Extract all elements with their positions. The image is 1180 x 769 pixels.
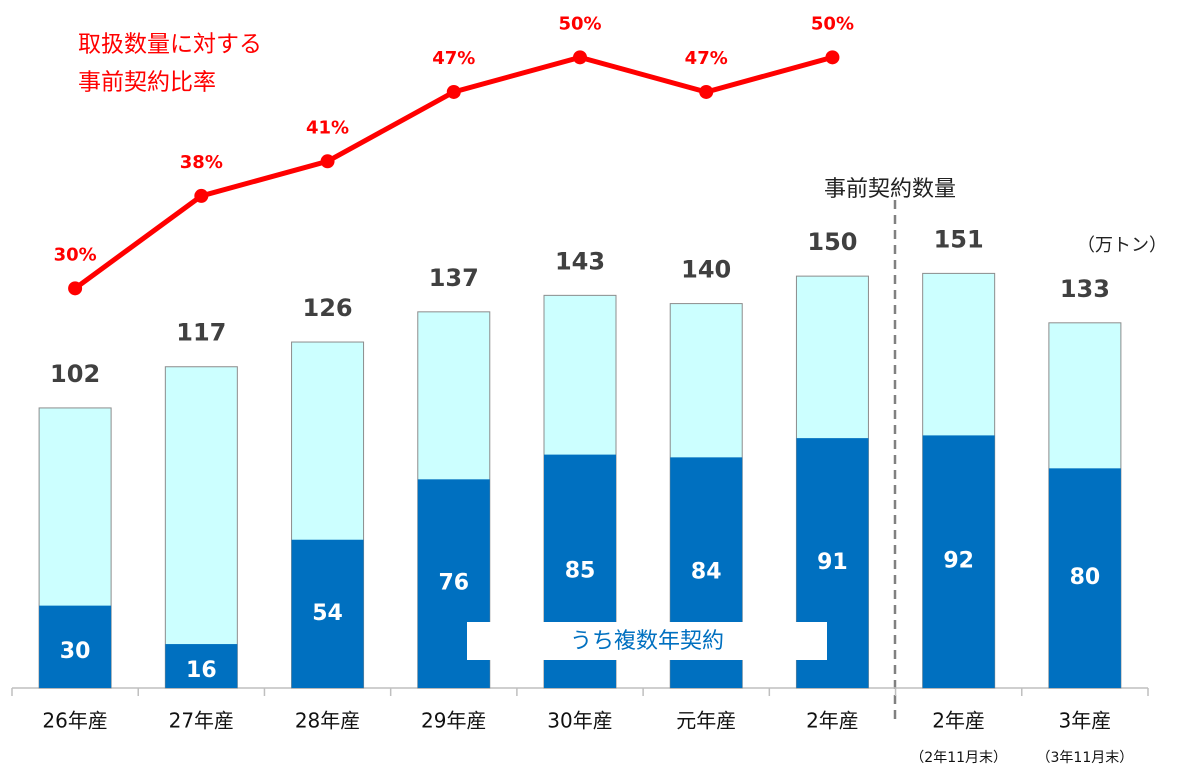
ratio-label: 47% xyxy=(685,48,728,69)
ratio-label: 38% xyxy=(180,152,223,173)
total-label: 133 xyxy=(1060,275,1110,303)
total-label: 137 xyxy=(429,264,479,292)
x-tick-note: （3年11月末） xyxy=(1037,750,1134,766)
bar xyxy=(1048,468,1121,688)
total-label: 102 xyxy=(50,360,100,388)
legend-box xyxy=(467,622,827,660)
value-label: 85 xyxy=(565,558,596,583)
total-label: 143 xyxy=(555,247,605,275)
total-label: 126 xyxy=(303,294,353,322)
ratio-point xyxy=(573,50,587,65)
x-tick-label: 3年産 xyxy=(1059,709,1112,733)
total-label: 150 xyxy=(807,228,857,256)
value-label: 92 xyxy=(943,549,974,574)
x-tick-label: 元年産 xyxy=(676,709,736,733)
x-tick-label: 26年産 xyxy=(42,709,107,733)
bar xyxy=(39,605,112,688)
value-label: 91 xyxy=(817,550,848,575)
ratio-point xyxy=(194,188,209,203)
bar xyxy=(165,644,238,688)
ratio-point xyxy=(446,84,461,99)
chart-title: 事前契約比率 xyxy=(78,70,216,96)
ratio-label: 41% xyxy=(306,117,349,138)
ratio-label: 50% xyxy=(558,13,601,34)
ratio-label: 30% xyxy=(54,244,97,265)
total-label: 140 xyxy=(681,256,731,284)
value-label: 16 xyxy=(186,658,217,683)
chart-title: 取扱数量に対する xyxy=(78,32,262,58)
ratio-point xyxy=(699,84,714,99)
total-label: 117 xyxy=(176,319,226,347)
ratio-label: 47% xyxy=(432,48,475,69)
unit-label: （万トン） xyxy=(1077,235,1167,256)
bar xyxy=(922,435,995,688)
x-tick-label: 28年産 xyxy=(295,709,360,733)
section-label: 事前契約数量 xyxy=(824,177,956,202)
x-tick-label: 2年産 xyxy=(932,709,985,733)
value-label: 80 xyxy=(1070,565,1101,590)
x-tick-label: 30年産 xyxy=(547,709,612,733)
ratio-point xyxy=(68,281,83,296)
total-label: 151 xyxy=(934,225,984,253)
legend-label: うち複数年契約 xyxy=(570,629,724,654)
ratio-label: 50% xyxy=(811,13,854,34)
x-tick-note: （2年11月末） xyxy=(910,750,1007,766)
value-label: 84 xyxy=(691,560,722,585)
ratio-point xyxy=(320,154,335,169)
x-tick-label: 2年産 xyxy=(806,709,859,733)
ratio-point xyxy=(825,50,840,65)
value-label: 54 xyxy=(312,601,343,626)
value-label: 30 xyxy=(60,639,91,664)
x-tick-label: 29年産 xyxy=(421,709,486,733)
value-label: 76 xyxy=(438,571,469,596)
bar xyxy=(291,539,364,688)
x-tick-label: 27年産 xyxy=(169,709,234,733)
bar xyxy=(164,366,238,689)
